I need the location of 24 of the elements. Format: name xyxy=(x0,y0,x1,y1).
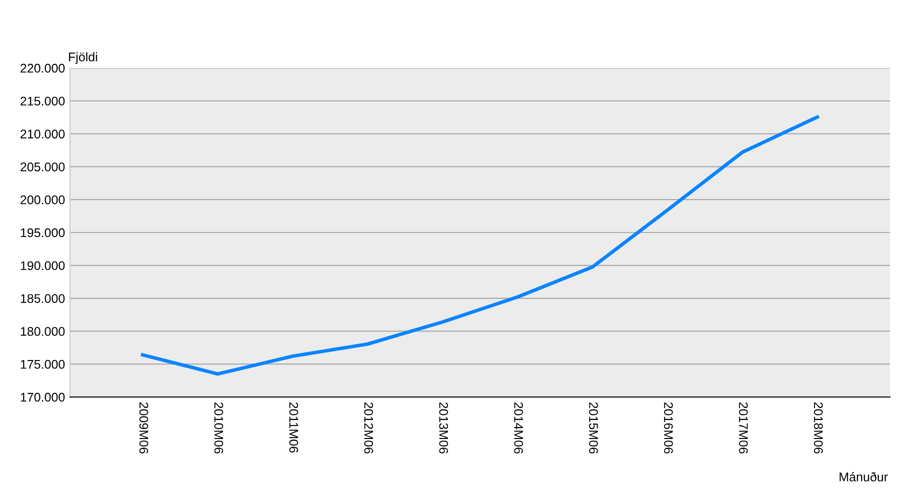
y-tick-label: 200.000 xyxy=(20,195,65,204)
x-tick-label: 2011M06 xyxy=(289,402,298,453)
x-axis-title: Mánuður xyxy=(840,472,888,482)
y-tick-label: 175.000 xyxy=(20,360,65,369)
x-tick-label: 2018M06 xyxy=(814,402,823,454)
y-tick-label: 185.000 xyxy=(20,294,65,303)
x-tick-label: 2012M06 xyxy=(364,402,374,454)
y-tick-label: 205.000 xyxy=(20,162,65,172)
y-tick-label: 210.000 xyxy=(20,130,65,138)
x-tick-label: 2010M06 xyxy=(214,402,224,454)
x-tick-label: 2013M06 xyxy=(439,402,448,454)
x-tick-label: 2017M06 xyxy=(738,402,748,454)
x-tick-label: 2014M06 xyxy=(514,402,523,454)
y-tick-label: 180.000 xyxy=(20,327,65,336)
y-tick-label: 215.000 xyxy=(20,96,65,106)
line-series xyxy=(140,115,820,376)
y-tick-label: 170.000 xyxy=(20,392,65,402)
x-tick-label: 2016M06 xyxy=(664,402,673,454)
y-axis-title: Fjöldi xyxy=(69,52,98,64)
y-tick-label: 190.000 xyxy=(20,261,65,270)
x-tick-label: 2009M06 xyxy=(139,402,148,454)
y-tick-label: 195.000 xyxy=(20,228,65,238)
y-tick-label: 220.000 xyxy=(20,64,65,73)
x-tick-label: 2015M06 xyxy=(589,402,598,454)
